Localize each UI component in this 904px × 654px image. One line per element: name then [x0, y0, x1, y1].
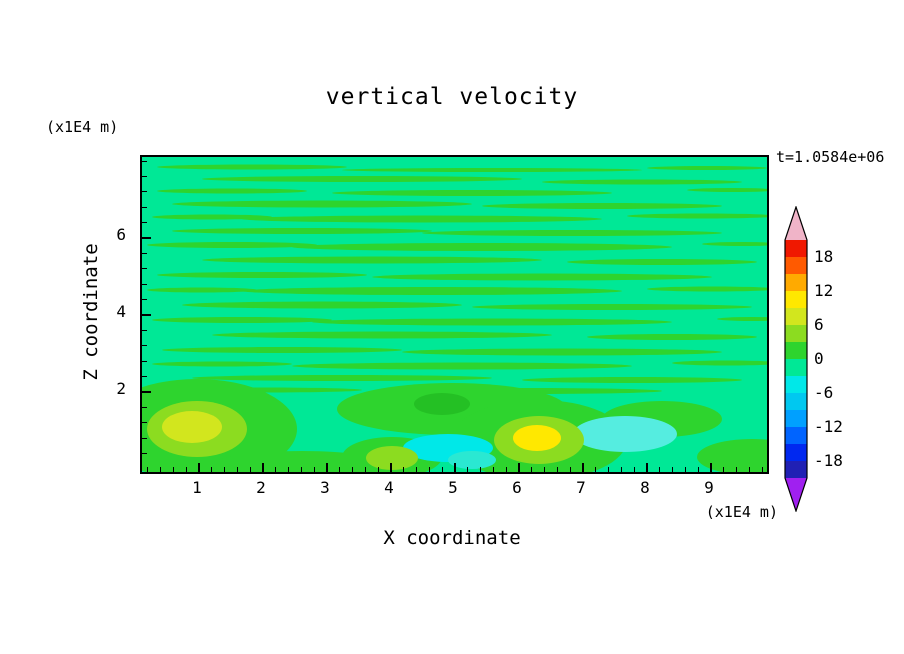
colorbar-tick-label: 18: [814, 247, 834, 266]
colorbar-tick-label: -6: [814, 383, 834, 402]
colorbar-band: [785, 342, 807, 359]
colorbar-tick-label: -12: [814, 417, 843, 436]
colorbar: [784, 206, 808, 512]
colorbar-band: [785, 461, 807, 478]
x-tick-label: 5: [448, 478, 458, 497]
y-axis-unit-label: (x1E4 m): [46, 118, 119, 136]
colorbar-band: [785, 410, 807, 427]
colorbar-band: [785, 274, 807, 291]
x-tick-label: 1: [192, 478, 202, 497]
colorbar-outline: [784, 206, 808, 512]
contour-field: [142, 157, 767, 472]
colorbar-tick-label: 0: [814, 349, 824, 368]
y-tick-label: 2: [116, 379, 126, 398]
positive-streak-bands: [147, 164, 767, 394]
x-axis-label: X coordinate: [383, 527, 521, 549]
x-tick-label: 4: [384, 478, 394, 497]
colorbar-band: [785, 393, 807, 410]
x-tick-label: 3: [320, 478, 330, 497]
colorbar-band: [785, 257, 807, 274]
updraft-maxima: [147, 401, 584, 470]
plot-area: [140, 155, 769, 474]
colorbar-band: [785, 376, 807, 393]
plot-title: vertical velocity: [325, 84, 579, 110]
downdraft-patches: [403, 416, 677, 469]
colorbar-tick-label: 6: [814, 315, 824, 334]
x-tick-label: 2: [256, 478, 266, 497]
colorbar-tick-label: 12: [814, 281, 834, 300]
colorbar-band: [785, 444, 807, 461]
colorbar-band: [785, 240, 807, 257]
colorbar-band: [785, 427, 807, 444]
time-annotation: t=1.0584e+06: [776, 148, 885, 166]
x-tick-label: 7: [576, 478, 586, 497]
colorbar-band: [785, 325, 807, 342]
colorbar-arrow-top: [785, 207, 807, 240]
colorbar-tick-label: -18: [814, 451, 843, 470]
colorbar-band: [785, 291, 807, 308]
y-axis-label: Z coordinate: [80, 243, 102, 381]
x-tick-label: 6: [512, 478, 522, 497]
x-axis-unit-label: (x1E4 m): [705, 503, 778, 521]
colorbar-arrow-bottom: [785, 478, 807, 511]
x-tick-label: 9: [704, 478, 714, 497]
y-tick-label: 4: [116, 302, 126, 321]
colorbar-band: [785, 308, 807, 325]
x-tick-label: 8: [640, 478, 650, 497]
colorbar-band: [785, 359, 807, 376]
y-tick-label: 6: [116, 225, 126, 244]
